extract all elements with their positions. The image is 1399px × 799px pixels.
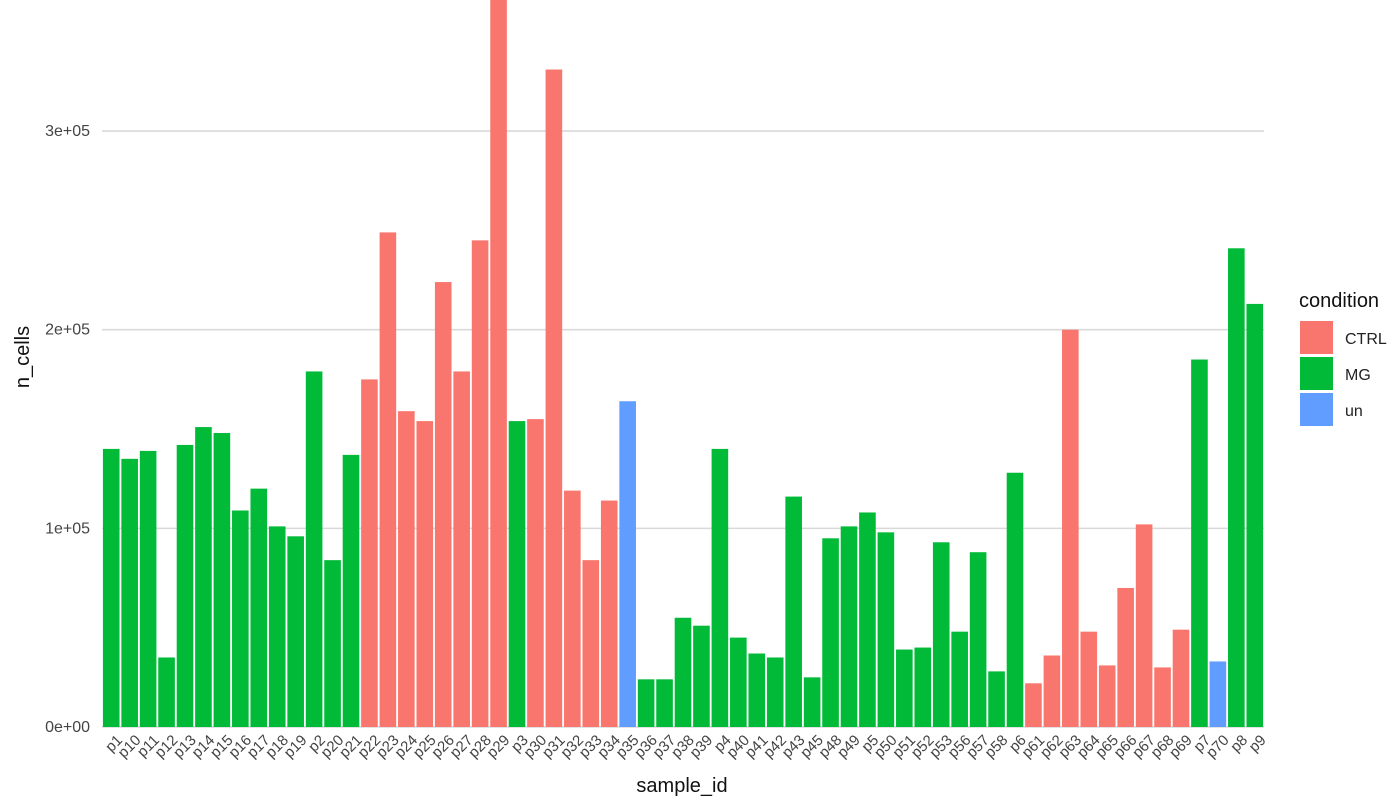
legend-label-mg: MG xyxy=(1345,367,1371,384)
bar-p49 xyxy=(840,526,858,727)
bar-p40 xyxy=(730,637,747,727)
legend: condition CTRL MG un xyxy=(1299,290,1387,426)
bar-p29 xyxy=(490,0,507,727)
bar-p27 xyxy=(453,371,470,727)
bar-p19 xyxy=(287,536,304,727)
legend-items: CTRL MG un xyxy=(1300,321,1387,426)
bar-p62 xyxy=(1043,655,1061,727)
bar-p67 xyxy=(1135,524,1153,727)
bar-p53 xyxy=(932,542,950,727)
x-tick-label: p9 xyxy=(1246,732,1270,756)
bar-p51 xyxy=(896,649,913,727)
bar-p34 xyxy=(600,500,618,727)
bar-p24 xyxy=(398,411,415,727)
bar-p52 xyxy=(914,647,932,727)
legend-swatch-ctrl xyxy=(1300,321,1333,354)
bar-p64 xyxy=(1080,631,1098,727)
bar-p48 xyxy=(822,538,839,727)
bar-p25 xyxy=(416,421,434,727)
x-tick-label: p39 xyxy=(687,732,717,762)
bar-p9 xyxy=(1246,303,1264,727)
legend-label-ctrl: CTRL xyxy=(1345,331,1387,348)
bar-p23 xyxy=(379,232,397,727)
bar-p70 xyxy=(1209,661,1227,727)
bars-layer xyxy=(102,0,1264,728)
bar-p30 xyxy=(527,419,544,727)
bar-p56 xyxy=(951,631,968,727)
bar-p31 xyxy=(545,69,563,728)
bar-p13 xyxy=(176,444,194,727)
x-tick-label: p70 xyxy=(1203,732,1233,762)
bar-p28 xyxy=(471,240,489,728)
bar-p32 xyxy=(564,490,581,727)
bar-p50 xyxy=(877,532,895,727)
bar-p16 xyxy=(232,510,249,727)
x-axis-title: sample_id xyxy=(636,775,727,797)
legend-swatch-mg xyxy=(1300,357,1333,390)
bar-p7 xyxy=(1191,359,1208,727)
bar-p3 xyxy=(508,421,526,727)
x-tick-label: p49 xyxy=(834,732,864,762)
bar-p5 xyxy=(859,512,876,727)
bar-p63 xyxy=(1062,329,1079,727)
bar-p21 xyxy=(342,454,360,727)
y-tick-label: 1e+05 xyxy=(45,520,90,537)
y-axis-ticks: 0e+00 1e+05 2e+05 3e+05 xyxy=(45,123,90,736)
bar-p57 xyxy=(969,552,987,727)
bar-p38 xyxy=(674,617,692,727)
bar-p45 xyxy=(803,677,821,727)
bar-p12 xyxy=(158,657,175,727)
bar-p14 xyxy=(195,427,212,727)
bar-p11 xyxy=(139,450,157,727)
bar-p20 xyxy=(324,560,341,727)
bar-p15 xyxy=(213,433,231,727)
bar-p68 xyxy=(1154,667,1171,727)
y-tick-label: 2e+05 xyxy=(45,322,90,339)
bar-p69 xyxy=(1172,629,1190,727)
bar-p37 xyxy=(656,679,673,727)
bar-p1 xyxy=(102,448,120,727)
bar-p66 xyxy=(1117,587,1134,727)
bar-p65 xyxy=(1098,665,1116,727)
legend-swatch-un xyxy=(1300,393,1333,426)
legend-label-un: un xyxy=(1345,403,1363,420)
bar-p10 xyxy=(121,458,138,727)
bar-p39 xyxy=(693,625,710,727)
bar-p61 xyxy=(1025,683,1042,727)
bar-p41 xyxy=(748,653,766,727)
bar-p17 xyxy=(250,488,268,727)
bar-p2 xyxy=(305,371,323,727)
bar-p58 xyxy=(988,671,1005,727)
legend-title: condition xyxy=(1299,290,1379,312)
bar-p42 xyxy=(766,657,784,727)
x-tick-label: p29 xyxy=(484,732,514,762)
bar-p43 xyxy=(785,496,802,727)
bar-p4 xyxy=(711,448,729,727)
bar-p35 xyxy=(619,401,636,727)
x-tick-label: p58 xyxy=(982,732,1012,762)
x-tick-label: p69 xyxy=(1166,732,1196,762)
x-axis-ticks: p1p10p11p12p13p14p15p16p17p18p19p2p20p21… xyxy=(102,732,1269,762)
bar-p22 xyxy=(361,379,378,727)
bar-p18 xyxy=(268,526,286,727)
y-tick-label: 0e+00 xyxy=(45,719,90,736)
bar-p6 xyxy=(1006,472,1024,727)
y-tick-label: 3e+05 xyxy=(45,123,90,140)
y-axis-title: n_cells xyxy=(12,326,34,388)
x-tick-label: p19 xyxy=(281,732,311,762)
bar-p36 xyxy=(637,679,655,727)
bar-p8 xyxy=(1228,248,1245,727)
bar-p33 xyxy=(582,560,600,727)
bar-p26 xyxy=(434,282,452,727)
